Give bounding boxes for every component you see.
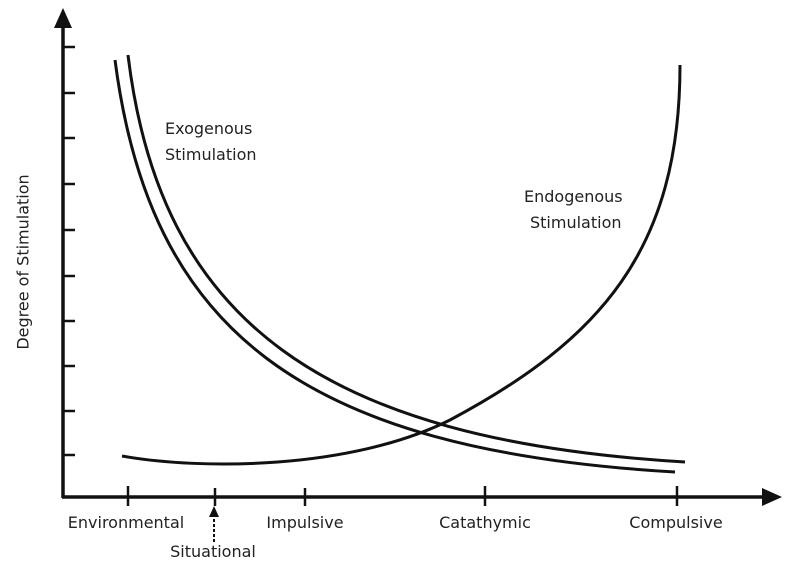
curve-label: Stimulation xyxy=(165,145,257,164)
endogenous-curve xyxy=(121,64,682,466)
exogenous-curve-inner xyxy=(126,54,686,464)
x-ticks xyxy=(126,486,679,506)
x-label: Catathymic xyxy=(439,513,531,532)
exogenous-curve-outer xyxy=(113,59,676,474)
x-label: Situational xyxy=(170,542,256,561)
x-label: Environmental xyxy=(68,513,184,532)
situational-arrowhead xyxy=(209,506,219,517)
y-ticks xyxy=(63,45,75,457)
x-label: Compulsive xyxy=(629,513,722,532)
x-label: Impulsive xyxy=(266,513,343,532)
curve-label: Stimulation xyxy=(530,213,622,232)
curve-label: Exogenous xyxy=(165,119,252,138)
y-axis-label: Degree of Stimulation xyxy=(14,174,33,349)
x-arrow xyxy=(762,488,782,506)
curve-label: Endogenous xyxy=(524,187,623,206)
y-arrow xyxy=(54,8,72,28)
